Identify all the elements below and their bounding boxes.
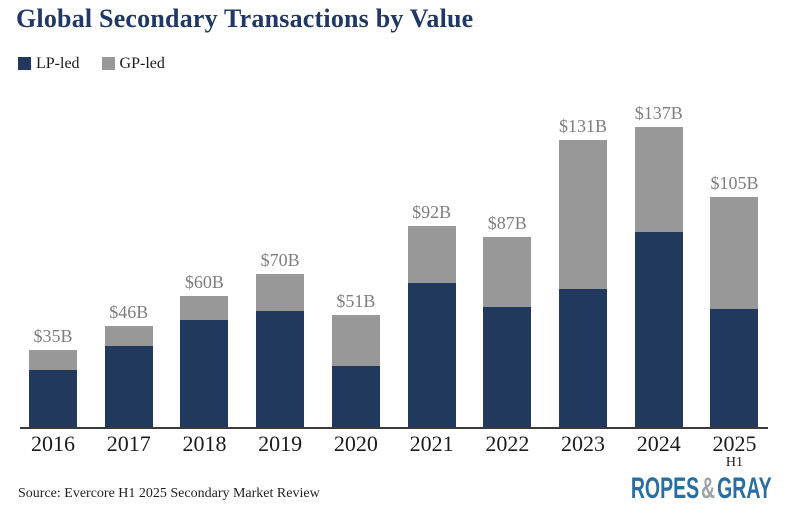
x-axis-label-2019: 2019 xyxy=(258,431,303,456)
bar-2018-gp-led-segment xyxy=(180,295,229,320)
bar-2017-gp-led-segment xyxy=(104,326,153,346)
bar-2023-lp-led-segment xyxy=(559,289,608,427)
legend-label-gp-led: GP-led xyxy=(119,55,165,72)
legend-item-gp-led: GP-led xyxy=(101,55,165,72)
legend-item-lp-led: LP-led xyxy=(18,55,80,72)
bar-value-label-2024: $137B xyxy=(634,103,683,123)
logo-word-gray: GRAY xyxy=(717,472,772,505)
gp-led-swatch-icon xyxy=(101,57,115,70)
x-axis-label-2021: 2021 xyxy=(409,431,454,456)
source-note: Source: Evercore H1 2025 Secondary Marke… xyxy=(18,486,320,501)
bar-2024 xyxy=(634,127,683,427)
bar-2022 xyxy=(483,236,532,427)
x-axis-label-2018: 2018 xyxy=(182,431,227,456)
bar-2024-gp-led-segment xyxy=(634,127,683,233)
bar-value-label-2025: $105B xyxy=(710,173,759,194)
bar-2021 xyxy=(407,225,456,427)
bar-2017-lp-led-segment xyxy=(104,346,153,427)
bar-2018 xyxy=(180,295,229,427)
legend-label-lp-led: LP-led xyxy=(36,55,80,72)
bar-2020-gp-led-segment xyxy=(331,315,380,366)
ropes-gray-logo: ROPES & GRAY xyxy=(631,474,772,504)
plot-area: $35B 2016 $46B 2017 $60B 2018 $70B 2019 $51B 2020… xyxy=(20,0,768,470)
x-axis-label-2024: 2024 xyxy=(636,431,681,456)
bar-2016 xyxy=(29,350,77,427)
bar-2025 xyxy=(710,197,759,427)
bar-2023 xyxy=(559,140,608,427)
bar-value-label-2019: $70B xyxy=(260,249,300,270)
bar-2016-lp-led-segment xyxy=(29,370,77,427)
x-axis-label-2020: 2020 xyxy=(333,431,378,456)
bar-2019-lp-led-segment xyxy=(256,310,305,427)
bar-2020-lp-led-segment xyxy=(331,365,380,427)
x-axis-label-2022: 2022 xyxy=(485,431,530,456)
bar-value-label-2023: $131B xyxy=(559,116,608,137)
bar-2021-gp-led-segment xyxy=(407,225,456,283)
bar-2022-gp-led-segment xyxy=(483,236,532,307)
x-axis-label-2025: 2025 xyxy=(712,431,757,456)
bar-2017 xyxy=(104,326,153,427)
bar-2024-lp-led-segment xyxy=(634,232,683,427)
bar-2019 xyxy=(256,273,305,427)
bar-value-label-2018: $60B xyxy=(184,271,224,292)
x-axis-sublabel-2025: H1 xyxy=(725,455,744,470)
chart-title: Global Secondary Transactions by Value xyxy=(16,4,474,33)
bar-2016-gp-led-segment xyxy=(29,350,77,371)
logo-ampersand: & xyxy=(701,472,716,505)
bar-2023-gp-led-segment xyxy=(559,140,608,289)
x-axis-label-2023: 2023 xyxy=(561,431,606,456)
bar-2021-lp-led-segment xyxy=(407,282,456,427)
bar-2025-lp-led-segment xyxy=(710,308,759,427)
bar-2025-gp-led-segment xyxy=(710,197,759,309)
bar-value-label-2016: $35B xyxy=(33,326,73,347)
bar-value-label-2022: $87B xyxy=(487,212,527,233)
x-axis-label-2017: 2017 xyxy=(106,431,151,456)
bar-2018-lp-led-segment xyxy=(180,319,229,427)
lp-led-swatch-icon xyxy=(18,57,31,70)
bar-value-label-2017: $46B xyxy=(109,302,149,323)
logo-word-ropes: ROPES xyxy=(631,472,700,505)
bar-2020 xyxy=(331,315,380,427)
bar-value-label-2021: $92B xyxy=(412,201,452,222)
bar-2019-gp-led-segment xyxy=(256,273,305,311)
x-axis-label-2016: 2016 xyxy=(31,431,75,456)
bar-2022-lp-led-segment xyxy=(483,306,532,427)
bar-value-label-2020: $51B xyxy=(336,291,376,312)
legend: LP-led GP-led xyxy=(18,55,165,72)
